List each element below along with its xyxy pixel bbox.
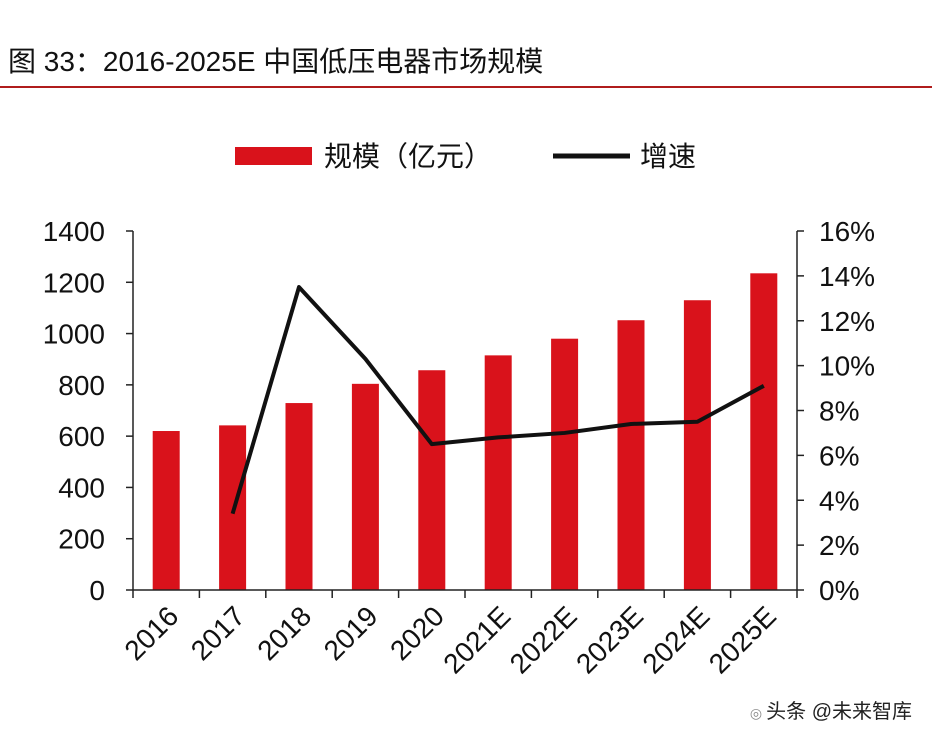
legend-bar-label: 规模（亿元） — [324, 141, 492, 172]
bar — [285, 403, 313, 590]
bar — [152, 431, 180, 590]
y-right-tick-label: 12% — [819, 306, 875, 337]
y-right-tick-label: 4% — [819, 485, 859, 516]
x-tick-label: 2017 — [185, 600, 251, 666]
legend: 规模（亿元） 增速 — [235, 141, 696, 172]
bar — [683, 300, 711, 590]
y-left-tick-label: 200 — [58, 524, 105, 555]
y-right-tick-label: 2% — [819, 530, 859, 561]
y-right-tick-label: 6% — [819, 440, 859, 471]
x-tick-label: 2022E — [504, 600, 583, 679]
x-tick-label: 2016 — [118, 600, 184, 666]
y-right-tick-label: 16% — [819, 216, 875, 247]
x-tick-label: 2021E — [437, 600, 516, 679]
x-tick-label: 2018 — [251, 600, 317, 666]
chart-title: 图 33：2016-2025E 中国低压电器市场规模 — [8, 46, 544, 77]
legend-line-label: 增速 — [640, 141, 696, 172]
bar-series — [152, 273, 778, 590]
y-left-tick-label: 0 — [89, 575, 105, 606]
bar — [551, 338, 579, 590]
x-tick-label: 2024E — [636, 600, 715, 679]
line-series — [230, 285, 765, 515]
bar — [750, 273, 778, 590]
title-divider — [0, 86, 932, 88]
y-left-tick-label: 1000 — [43, 319, 105, 350]
x-tick-label: 2019 — [318, 600, 384, 666]
bar — [484, 355, 512, 590]
y-right-tick-label: 0% — [819, 575, 859, 606]
y-left-tick-label: 400 — [58, 472, 105, 503]
legend-bar-swatch — [235, 147, 312, 165]
bar — [418, 370, 446, 590]
x-tick-label: 2025E — [703, 600, 782, 679]
x-tick-label: 2023E — [570, 600, 649, 679]
y-left-tick-label: 600 — [58, 421, 105, 452]
y-right-tick-label: 14% — [819, 261, 875, 292]
y-right-tick-label: 8% — [819, 396, 859, 427]
y-right-tick-label: 10% — [819, 351, 875, 382]
bar — [617, 320, 645, 590]
y-left-tick-label: 800 — [58, 370, 105, 401]
bar — [351, 383, 379, 590]
watermark-logo-icon: ◎ — [749, 705, 763, 721]
watermark: ◎ 头条 @未来智库 — [750, 695, 912, 724]
y-left-tick-label: 1200 — [43, 267, 105, 298]
y-left-tick-label: 1400 — [43, 216, 105, 247]
watermark-text: 头条 @未来智库 — [766, 701, 912, 723]
